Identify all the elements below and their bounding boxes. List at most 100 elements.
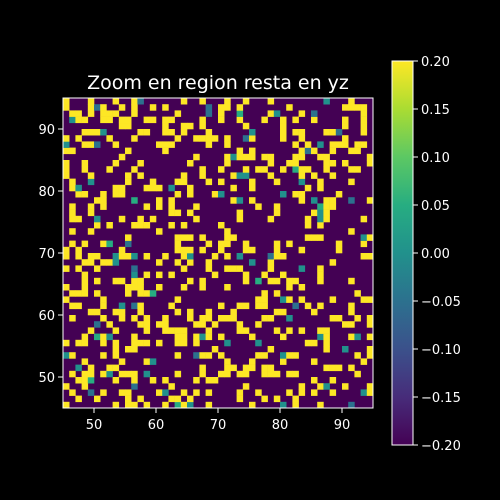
heatmap-cell [81,383,89,390]
heatmap-cell [125,147,132,155]
heatmap-cell [298,296,306,303]
heatmap-cell [329,197,337,204]
heatmap-cell [100,370,107,378]
heatmap-cell [323,98,330,105]
heatmap-cell [230,315,237,322]
heatmap-cell [87,259,95,266]
heatmap-cell [242,327,250,334]
heatmap-cell [342,135,349,142]
heatmap-cell [360,253,368,260]
heatmap-cell [131,271,138,279]
heatmap-cell [273,253,281,260]
heatmap-cell [366,296,374,303]
heatmap-cell [354,315,361,322]
heatmap-cell [329,377,337,384]
heatmap-cell [100,240,107,248]
heatmap-cell [162,315,169,322]
heatmap-cell [311,172,318,179]
heatmap-cell [193,352,200,359]
heatmap-cell [298,178,306,186]
heatmap-cell [131,98,138,105]
heatmap-cell [187,277,194,285]
heatmap-cell [81,240,89,248]
colorbar-gradient [391,60,414,446]
heatmap-cell [199,166,206,173]
heatmap-cell [174,370,182,378]
heatmap-cell [187,160,194,167]
heatmap-cell [106,364,113,372]
heatmap-cell [317,222,324,229]
heatmap-cell [143,184,151,192]
heatmap-cell [81,191,89,198]
heatmap-cell [69,302,76,310]
heatmap-cell [267,253,275,260]
heatmap-cell [180,401,188,409]
heatmap-cell [366,352,374,359]
heatmap-cell [292,116,299,124]
heatmap-cell [63,166,70,173]
heatmap-cell [199,277,206,285]
heatmap-cell [230,153,237,161]
heatmap-cell [199,98,206,105]
heatmap-cell [273,203,281,210]
heatmap-cell [236,153,244,161]
heatmap-cell [205,265,213,272]
heatmap-cell [360,240,368,248]
heatmap-cell [317,209,324,217]
heatmap-cell [218,240,225,248]
heatmap-cell [94,321,101,328]
heatmap-cell [323,333,330,341]
heatmap-cell [118,253,126,260]
heatmap-cell [267,259,275,266]
heatmap-cell [137,302,144,310]
heatmap-cell [174,352,182,359]
heatmap-cell [236,147,244,155]
heatmap-cell [69,389,76,396]
heatmap-cell [63,172,70,179]
heatmap-cell [236,116,244,124]
heatmap-cell [180,178,188,186]
heatmap-cell [94,333,101,341]
heatmap-cell [205,377,213,384]
heatmap-cell [137,339,144,347]
heatmap-cell [75,116,82,124]
heatmap-cell [329,203,337,210]
heatmap-cell [118,315,126,322]
heatmap-cell [100,197,107,204]
heatmap-cell [94,253,101,260]
heatmap-cell [354,147,361,155]
heatmap-cell [348,333,355,341]
heatmap-cell [81,358,89,365]
heatmap-cell [304,166,312,173]
colorbar-tick-label: −0.05 [421,295,461,310]
heatmap-cell [205,135,213,142]
colorbar-tick-label: 0.20 [421,55,450,70]
heatmap-cell [249,246,256,254]
heatmap-cell [112,377,120,384]
heatmap-cell [311,358,318,365]
heatmap-cell [75,246,82,254]
heatmap-cell [143,339,151,347]
heatmap-cell [335,315,343,322]
heatmap-cell [317,234,324,241]
heatmap-cell [87,110,95,117]
heatmap-cell [106,116,113,124]
heatmap-cell [292,129,299,136]
heatmap-cell [125,370,132,378]
heatmap-cell [236,110,244,117]
heatmap-cell [69,110,76,117]
heatmap-cell [87,203,95,210]
heatmap-cell [255,339,262,347]
heatmap-cell [211,135,219,142]
heatmap-cell [224,234,231,241]
x-tick-label: 90 [334,418,351,433]
heatmap-cell [236,253,244,260]
heatmap-cell [342,160,349,167]
heatmap-cell [112,277,120,285]
heatmap-cell [360,129,368,136]
heatmap-cell [298,197,306,204]
heatmap-cell [131,346,138,353]
heatmap-cell [131,222,138,229]
heatmap-cell [236,395,244,403]
heatmap-cell [168,116,175,124]
